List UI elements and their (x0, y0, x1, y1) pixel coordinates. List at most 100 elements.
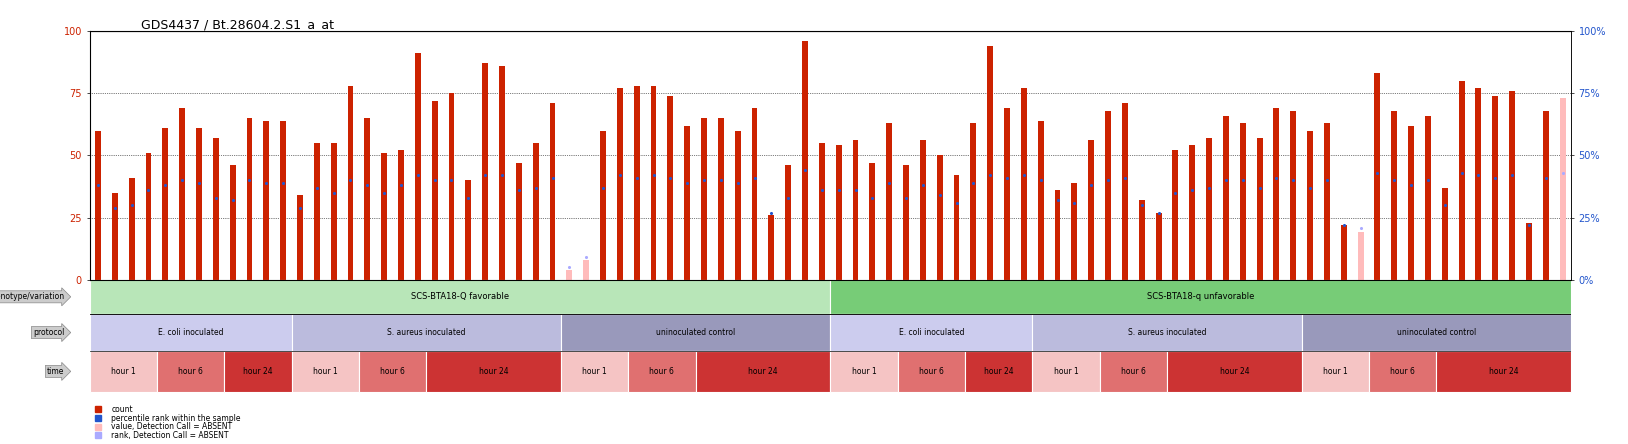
Text: hour 1: hour 1 (313, 367, 337, 376)
Point (775, 194, 801, 201)
Bar (1341, 225, 1346, 280)
Bar (965, 351, 1032, 392)
Point (1128, 202, 1154, 209)
Point (1146, 209, 1172, 216)
Bar (1392, 111, 1397, 280)
Bar (1302, 314, 1571, 351)
Point (1516, 222, 1542, 229)
Point (186, 179, 212, 186)
Text: uninoculated control: uninoculated control (656, 328, 736, 337)
Point (624, 174, 650, 181)
Bar (358, 351, 427, 392)
Bar (667, 96, 674, 280)
Text: time: time (47, 367, 63, 376)
Bar (330, 143, 337, 280)
Bar (466, 180, 470, 280)
Bar (1032, 351, 1099, 392)
Point (825, 186, 851, 194)
Bar (734, 131, 741, 280)
Bar (1156, 213, 1161, 280)
Point (506, 186, 532, 194)
Bar (1088, 140, 1094, 280)
Point (287, 204, 313, 211)
Point (894, 194, 920, 201)
Bar (314, 143, 319, 280)
Bar (1307, 131, 1314, 280)
Point (995, 174, 1021, 181)
Bar (246, 118, 252, 280)
Bar (702, 118, 707, 280)
Point (204, 194, 230, 201)
Point (1263, 174, 1289, 181)
Bar (904, 165, 908, 280)
Bar (195, 128, 202, 280)
Bar (1369, 351, 1436, 392)
Bar (1273, 108, 1280, 280)
Bar (482, 63, 488, 280)
Text: SCS-BTA18-q unfavorable: SCS-BTA18-q unfavorable (1148, 292, 1254, 301)
Point (791, 167, 817, 174)
Bar (752, 108, 757, 280)
Point (977, 172, 1003, 179)
Bar (431, 101, 438, 280)
Bar (1241, 123, 1245, 280)
Point (910, 182, 936, 189)
Bar (1172, 151, 1179, 280)
Text: hour 1: hour 1 (583, 367, 607, 376)
Bar (145, 153, 151, 280)
Point (422, 177, 448, 184)
Bar (1509, 91, 1516, 280)
Point (1247, 184, 1273, 191)
Text: GDS4437 / Bt.28604.2.S1_a_at: GDS4437 / Bt.28604.2.S1_a_at (142, 18, 334, 32)
Point (674, 179, 700, 186)
Point (1348, 224, 1374, 231)
Bar (1071, 183, 1078, 280)
Text: E. coli inoculated: E. coli inoculated (158, 328, 223, 337)
Bar (415, 53, 420, 280)
Text: hour 1: hour 1 (1324, 367, 1348, 376)
Point (371, 189, 397, 196)
Point (1112, 174, 1138, 181)
Bar (213, 138, 218, 280)
Bar (1099, 351, 1167, 392)
Bar (1004, 108, 1009, 280)
Point (1431, 202, 1457, 209)
Bar (1032, 314, 1302, 351)
Bar (1560, 98, 1566, 280)
Text: hour 1: hour 1 (851, 367, 876, 376)
Point (85, 182, 111, 189)
Bar (550, 103, 555, 280)
Point (1197, 184, 1223, 191)
Bar (156, 351, 225, 392)
Bar (1190, 146, 1195, 280)
Point (1550, 169, 1576, 176)
Point (1314, 177, 1340, 184)
Text: SCS-BTA18-Q favorable: SCS-BTA18-Q favorable (410, 292, 510, 301)
Bar (1493, 96, 1498, 280)
Bar (280, 121, 287, 280)
Bar (112, 193, 117, 280)
Bar (897, 351, 965, 392)
Bar (830, 314, 1032, 351)
Point (1330, 222, 1356, 229)
Point (1415, 177, 1441, 184)
Bar (179, 108, 186, 280)
Point (270, 179, 296, 186)
Point (843, 186, 869, 194)
Text: hour 6: hour 6 (1390, 367, 1415, 376)
Point (589, 184, 615, 191)
Bar (516, 163, 523, 280)
Bar (129, 178, 135, 280)
Point (1027, 177, 1053, 184)
Point (1096, 177, 1122, 184)
Point (809, 186, 835, 194)
Point (337, 177, 363, 184)
Bar (785, 165, 791, 280)
Bar (500, 66, 505, 280)
Point (1298, 184, 1324, 191)
Bar (1257, 138, 1263, 280)
Bar (562, 351, 628, 392)
Point (961, 179, 987, 186)
Text: percentile rank within the sample: percentile rank within the sample (111, 413, 241, 423)
Bar (936, 155, 943, 280)
